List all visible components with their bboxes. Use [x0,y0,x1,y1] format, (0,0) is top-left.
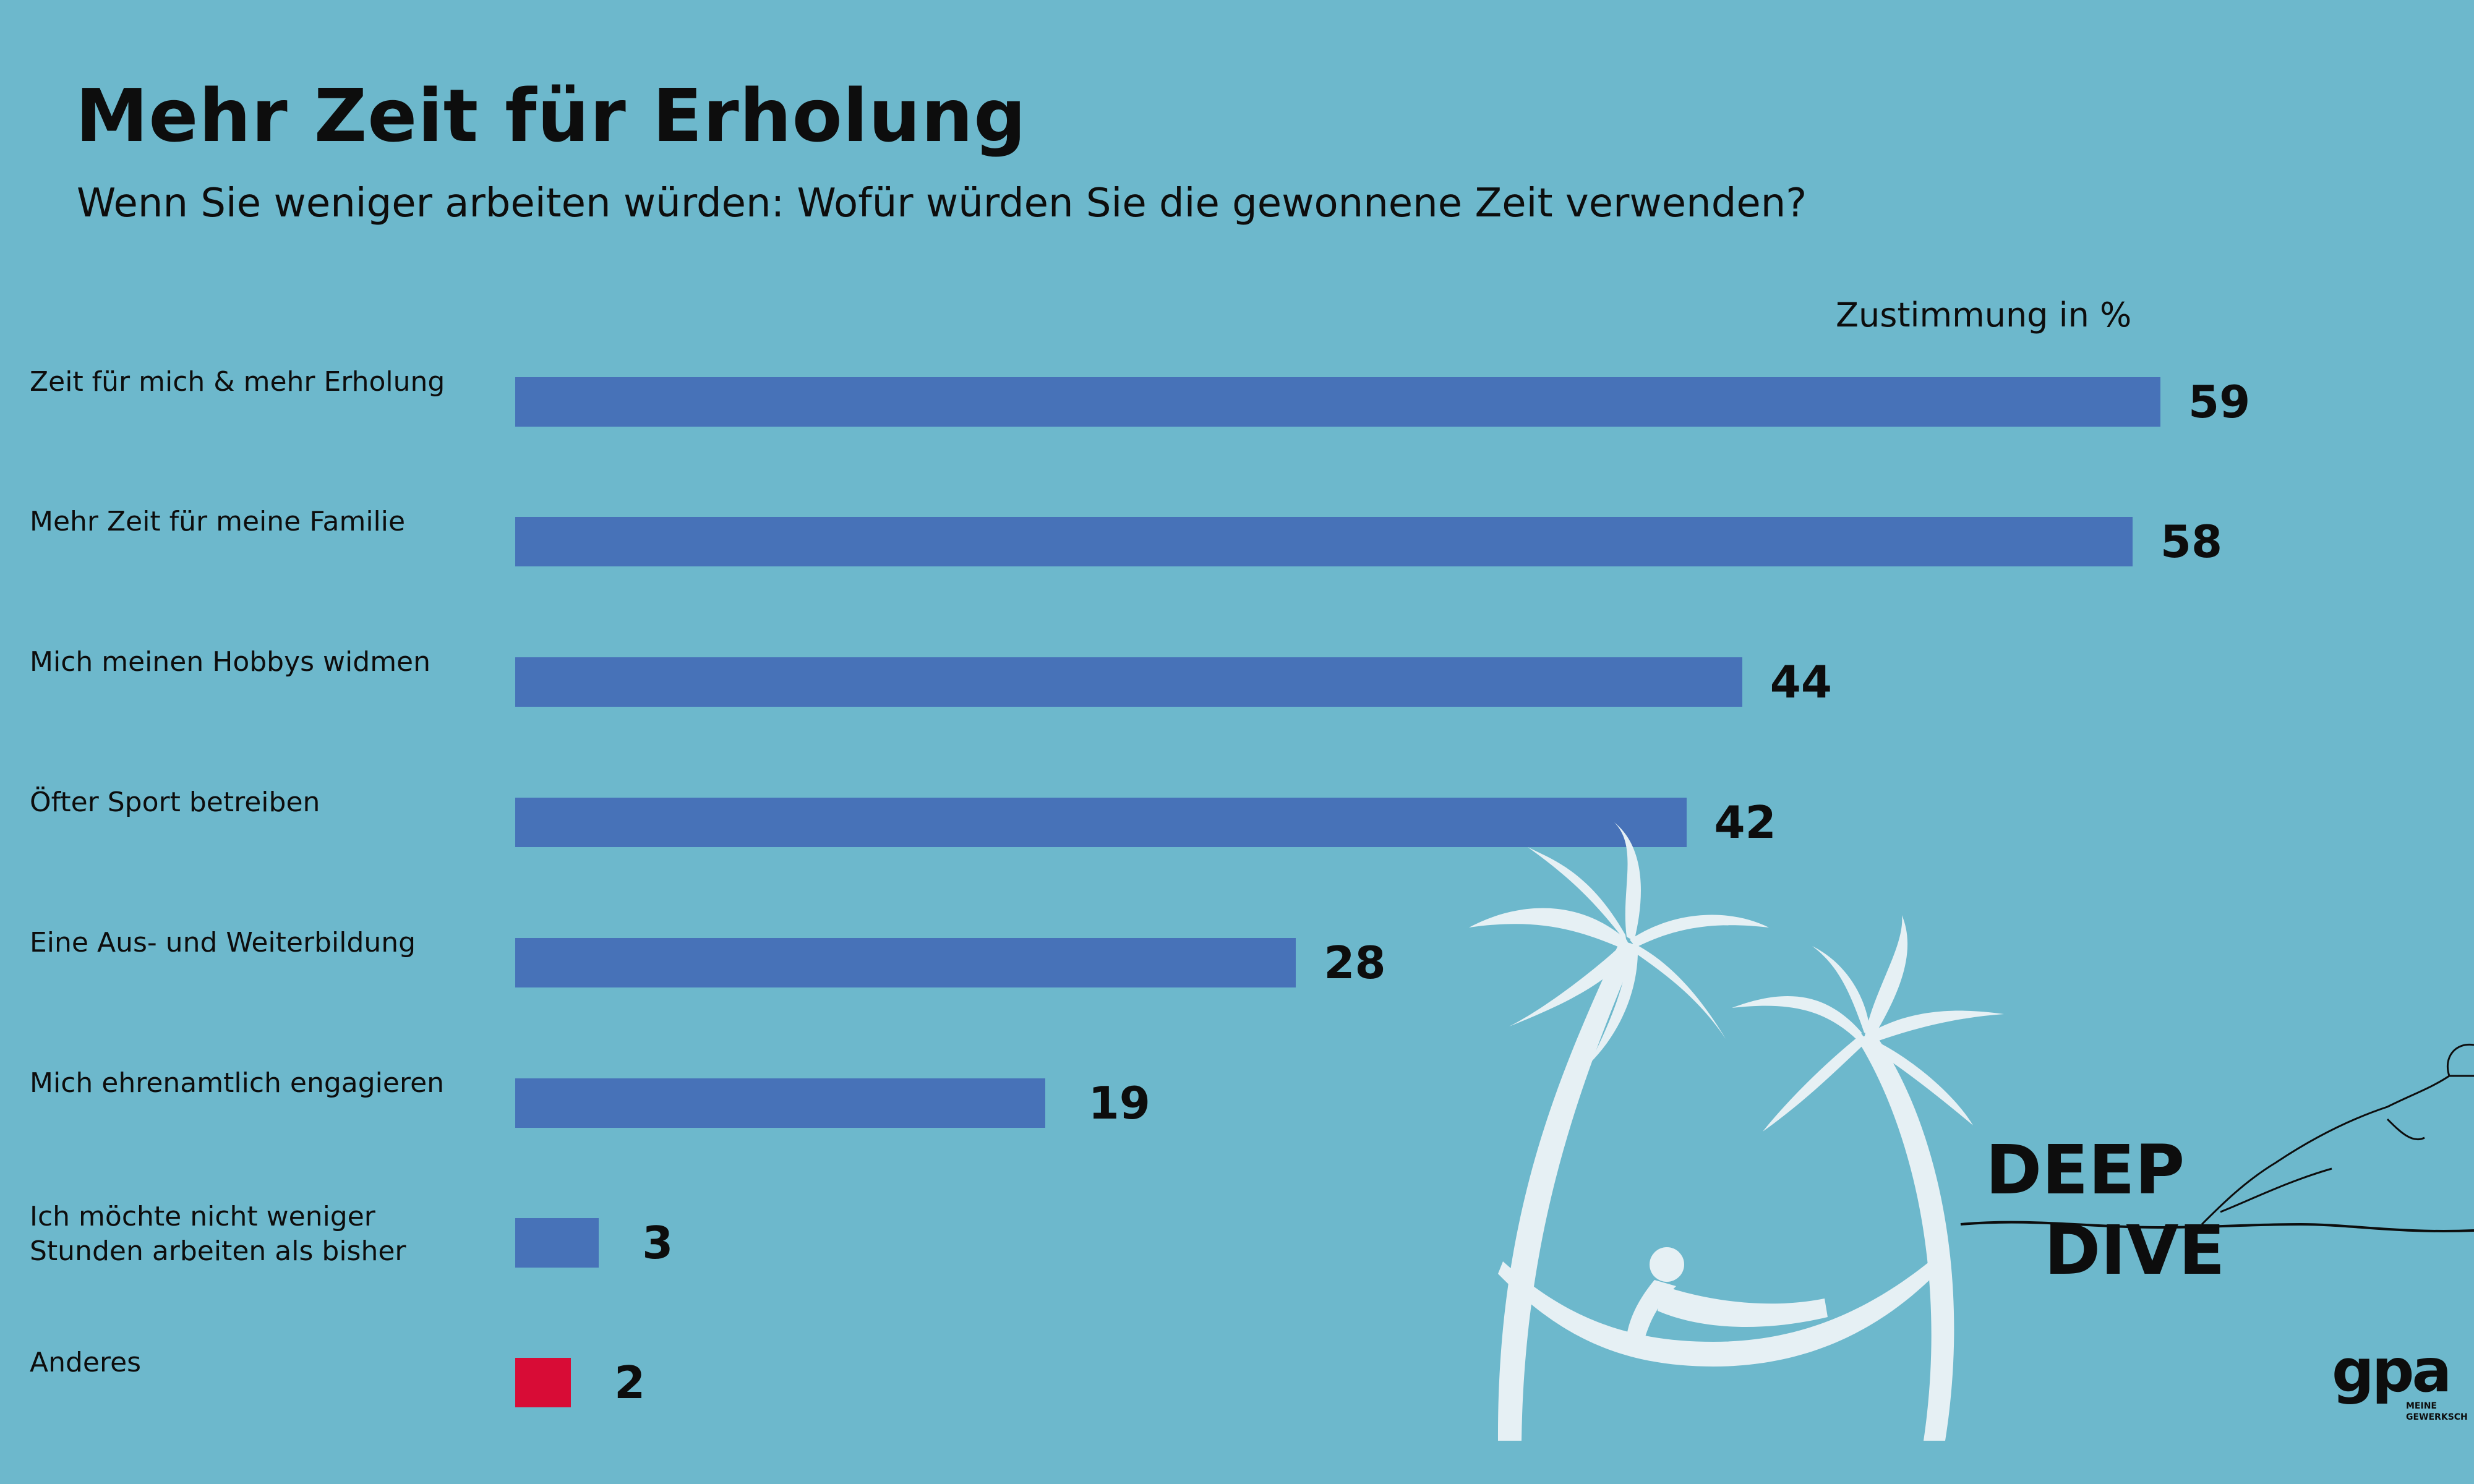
category-label: Mehr Zeit für meine Familie [30,506,406,537]
value-label: 44 [1770,656,1832,708]
category-label: Mich meinen Hobbys widmen [30,646,431,678]
value-label: 2 [614,1357,646,1409]
gpa-tagline-1: MEINE [2406,1401,2437,1411]
value-label: 42 [1714,796,1776,848]
axis-unit-label: Zustimmung in % [1836,296,2132,335]
category-label: Mich ehrenamtlich engagieren [30,1067,445,1099]
gpa-tagline-2: GEWERKSCHAFT [2406,1412,2468,1422]
category-label: Ich möchte nicht weniger Stunden arbeite… [30,1201,406,1267]
value-label: 28 [1324,937,1386,989]
bar [515,1358,571,1407]
gpa-logo-text: gpa [2332,1342,2449,1405]
value-label: 58 [2160,516,2223,568]
category-label: Anderes [30,1347,142,1378]
palm-trees-hammock-icon [1469,822,2004,1441]
bar [515,517,2133,566]
bar [515,1218,599,1268]
bar [515,377,2160,427]
category-label: Öfter Sport betreiben [30,787,320,818]
gpa-logo: gpa MEINE GEWERKSCHAFT [2332,1342,2468,1422]
value-label: 3 [642,1217,674,1269]
value-label: 19 [1088,1077,1150,1129]
hand-icon [2201,1043,2474,1226]
chart-title: Mehr Zeit für Erholung [75,73,1027,158]
deep-dive-line1: DEEP [1985,1130,2185,1209]
deep-dive-line2: DIVE [2044,1211,2225,1290]
bar [515,798,1687,847]
bar [515,657,1742,707]
bar [515,1078,1045,1128]
deep-dive-logo: DEEP DIVE [1960,1043,2474,1290]
chart-subtitle: Wenn Sie weniger arbeiten würden: Wofür … [77,181,1807,226]
category-label: Eine Aus- und Weiterbildung [30,927,416,958]
wave-line [1960,1221,2474,1232]
value-label: 59 [2188,376,2251,428]
category-label: Zeit für mich & mehr Erholung [30,366,445,398]
bar [515,938,1296,987]
